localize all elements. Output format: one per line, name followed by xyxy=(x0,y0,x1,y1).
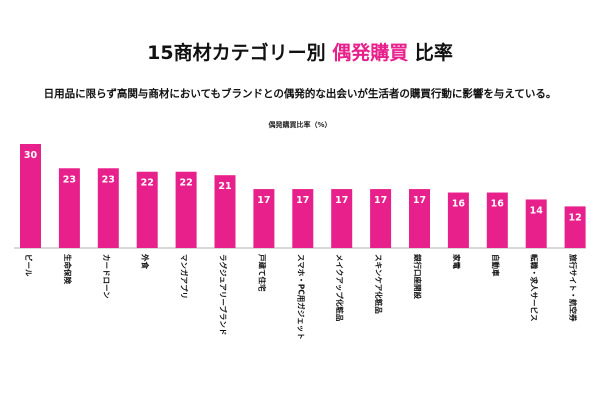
bar xyxy=(370,189,392,248)
chart-title: 偶発購買比率（%） xyxy=(268,121,332,129)
bar xyxy=(486,192,508,248)
bar xyxy=(564,206,586,248)
category-label: マンガアプリ xyxy=(180,254,190,299)
category-label: 生命保険 xyxy=(63,254,73,284)
category-label: スマホ・PC用ガジェット xyxy=(296,254,306,340)
category-label: カードローン xyxy=(102,254,111,299)
bar-value-label: 17 xyxy=(374,195,387,206)
category-label: 戸建て住宅 xyxy=(257,254,267,292)
category-label: ラグジュアリーブランド xyxy=(219,254,229,335)
page-subtitle: 日用品に限らず高関与商材においてもブランドとの偶発的な出会いが生活者の購買行動に… xyxy=(43,88,557,100)
category-label: 自動車 xyxy=(491,254,501,277)
title-accent: 偶発購買 xyxy=(332,42,409,64)
bar-value-label: 14 xyxy=(530,205,544,216)
bar xyxy=(58,168,80,248)
bar-value-label: 16 xyxy=(491,199,505,210)
bar-value-label: 23 xyxy=(102,174,115,185)
bar-value-label: 21 xyxy=(218,181,231,192)
category-label: 銀行口座開設 xyxy=(413,253,423,299)
bar-value-label: 22 xyxy=(141,178,154,189)
bar-value-label: 17 xyxy=(413,195,426,206)
bar xyxy=(409,189,430,248)
bar-value-label: 17 xyxy=(257,195,270,206)
bar xyxy=(447,192,469,248)
category-label: スキンケア化粧品 xyxy=(374,254,384,314)
bar xyxy=(97,168,119,248)
category-label: メイクアップ化粧品 xyxy=(335,254,345,322)
bar xyxy=(292,189,314,248)
bar xyxy=(175,171,197,248)
bar-value-label: 30 xyxy=(24,150,38,161)
category-label: 家電 xyxy=(452,254,462,269)
bar-value-label: 17 xyxy=(296,195,309,206)
page-title: 15商材カテゴリー別 偶発購買 比率 xyxy=(0,38,600,65)
bar-value-label: 12 xyxy=(568,212,581,223)
category-label: 外食 xyxy=(141,254,151,269)
bar xyxy=(214,175,236,248)
title-suffix: 比率 xyxy=(408,42,453,64)
bar xyxy=(525,199,547,248)
bar xyxy=(253,189,275,248)
bar xyxy=(136,171,158,248)
bar xyxy=(331,189,353,248)
title-prefix: 15商材カテゴリー別 xyxy=(147,42,333,64)
bar-value-label: 22 xyxy=(179,178,192,189)
category-label: ビール xyxy=(24,254,34,277)
bar xyxy=(20,144,41,248)
category-label: 転職・求人サービス xyxy=(530,254,540,322)
bar-value-label: 23 xyxy=(63,174,76,185)
bar-value-label: 16 xyxy=(452,199,466,210)
bar-value-label: 17 xyxy=(335,195,348,206)
category-label: 旅行サイト・航空券 xyxy=(569,254,579,322)
